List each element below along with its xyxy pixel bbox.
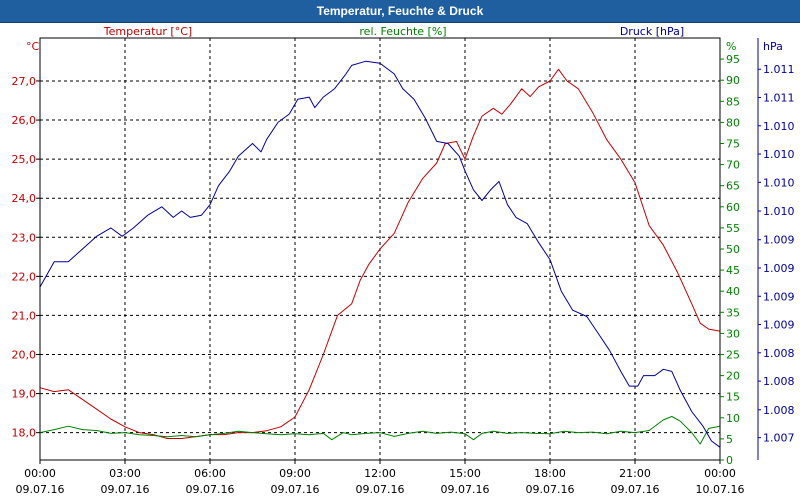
pressure-tick-label: 1.009 [763, 234, 795, 247]
humidity-tick-label: 90 [726, 74, 740, 87]
humidity-tick-label: 15 [726, 391, 740, 404]
humidity-tick-label: 65 [726, 180, 740, 193]
x-tick-time: 21:00 [619, 467, 651, 480]
x-tick-date: 09.07.16 [356, 483, 405, 496]
pressure-tick-label: 1.009 [763, 290, 795, 303]
temperature-series-label: Temperatur [°C] [103, 25, 192, 38]
temperature-tick-label: 27,0 [12, 75, 37, 88]
series-line-humidity [39, 416, 721, 445]
humidity-tick-label: 20 [726, 370, 740, 383]
temperature-tick-label: 19,0 [12, 388, 37, 401]
chart-title: Temperatur, Feuchte & Druck [316, 4, 484, 18]
x-tick-date: 09.07.16 [441, 483, 490, 496]
axes: 00:00 09.07.16 03:00 09.07.16 06:00 09.07.16 0… [12, 38, 795, 496]
humidity-tick-label: 95 [726, 53, 740, 66]
temperature-tick-label: 26,0 [12, 114, 37, 127]
humidity-tick-label: 25 [726, 349, 740, 362]
humidity-tick-label: 40 [726, 285, 740, 298]
pressure-tick-label: 1.008 [763, 347, 795, 360]
x-tick-date: 09.07.16 [526, 483, 575, 496]
temperature-tick-label: 21,0 [12, 309, 37, 322]
humidity-tick-label: 60 [726, 201, 740, 214]
pressure-tick-label: 1.008 [763, 375, 795, 388]
temperature-tick-label: 18,0 [12, 427, 37, 440]
pressure-tick-label: 1.010 [763, 176, 795, 189]
humidity-tick-label: 75 [726, 138, 740, 151]
humidity-tick-label: 0 [726, 454, 733, 467]
temperature-tick-label: 22,0 [12, 270, 37, 283]
x-tick-time: 18:00 [534, 467, 566, 480]
temperature-tick-label: 23,0 [12, 231, 37, 244]
humidity-tick-label: 50 [726, 243, 740, 256]
humidity-tick-label: 10 [726, 412, 740, 425]
humidity-tick-label: 30 [726, 327, 740, 340]
x-tick-time: 15:00 [449, 467, 481, 480]
chart-title-bar: Temperatur, Feuchte & Druck [0, 0, 800, 23]
temperature-tick-label: 25,0 [12, 153, 37, 166]
x-tick-time: 00:00 [704, 467, 736, 480]
x-tick-date: 09.07.16 [186, 483, 235, 496]
pressure-tick-label: 1.009 [763, 262, 795, 275]
humidity-tick-label: 85 [726, 95, 740, 108]
weather-line-chart: 00:00 09.07.16 03:00 09.07.16 06:00 09.07.16 0… [12, 25, 795, 496]
humidity-unit-label: % [726, 40, 736, 53]
x-tick-time: 03:00 [109, 467, 141, 480]
temperature-tick-label: 24,0 [12, 192, 37, 205]
humidity-tick-label: 70 [726, 159, 740, 172]
x-tick-date: 09.07.16 [101, 483, 150, 496]
humidity-tick-label: 5 [726, 433, 733, 446]
x-tick-time: 12:00 [364, 467, 396, 480]
x-tick-time: 06:00 [194, 467, 226, 480]
pressure-tick-label: 1.010 [763, 148, 795, 161]
x-tick-date: 09.07.16 [16, 483, 65, 496]
pressure-unit-label: hPa [763, 40, 783, 53]
series-line-pressure [39, 60, 721, 448]
pressure-tick-label: 1.007 [763, 432, 795, 445]
humidity-tick-label: 80 [726, 116, 740, 129]
x-tick-date: 09.07.16 [611, 483, 660, 496]
pressure-tick-label: 1.010 [763, 120, 795, 133]
pressure-tick-label: 1.010 [763, 205, 795, 218]
series-line-temperature [39, 68, 721, 439]
x-tick-time: 09:00 [279, 467, 311, 480]
temperature-unit-label: °C [26, 40, 40, 53]
x-tick-time: 00:00 [24, 467, 56, 480]
pressure-tick-label: 1.011 [763, 92, 795, 105]
pressure-tick-label: 1.008 [763, 404, 795, 417]
pressure-tick-label: 1.011 [763, 63, 795, 76]
humidity-series-label: rel. Feuchte [%] [359, 25, 446, 38]
temperature-tick-label: 20,0 [12, 349, 37, 362]
humidity-tick-label: 45 [726, 264, 740, 277]
series-lines [39, 60, 721, 448]
x-tick-date: 10.07.16 [696, 483, 745, 496]
humidity-tick-label: 55 [726, 222, 740, 235]
humidity-tick-label: 35 [726, 306, 740, 319]
pressure-tick-label: 1.009 [763, 319, 795, 332]
x-tick-date: 09.07.16 [271, 483, 320, 496]
pressure-series-label: Druck [hPa] [620, 25, 684, 38]
